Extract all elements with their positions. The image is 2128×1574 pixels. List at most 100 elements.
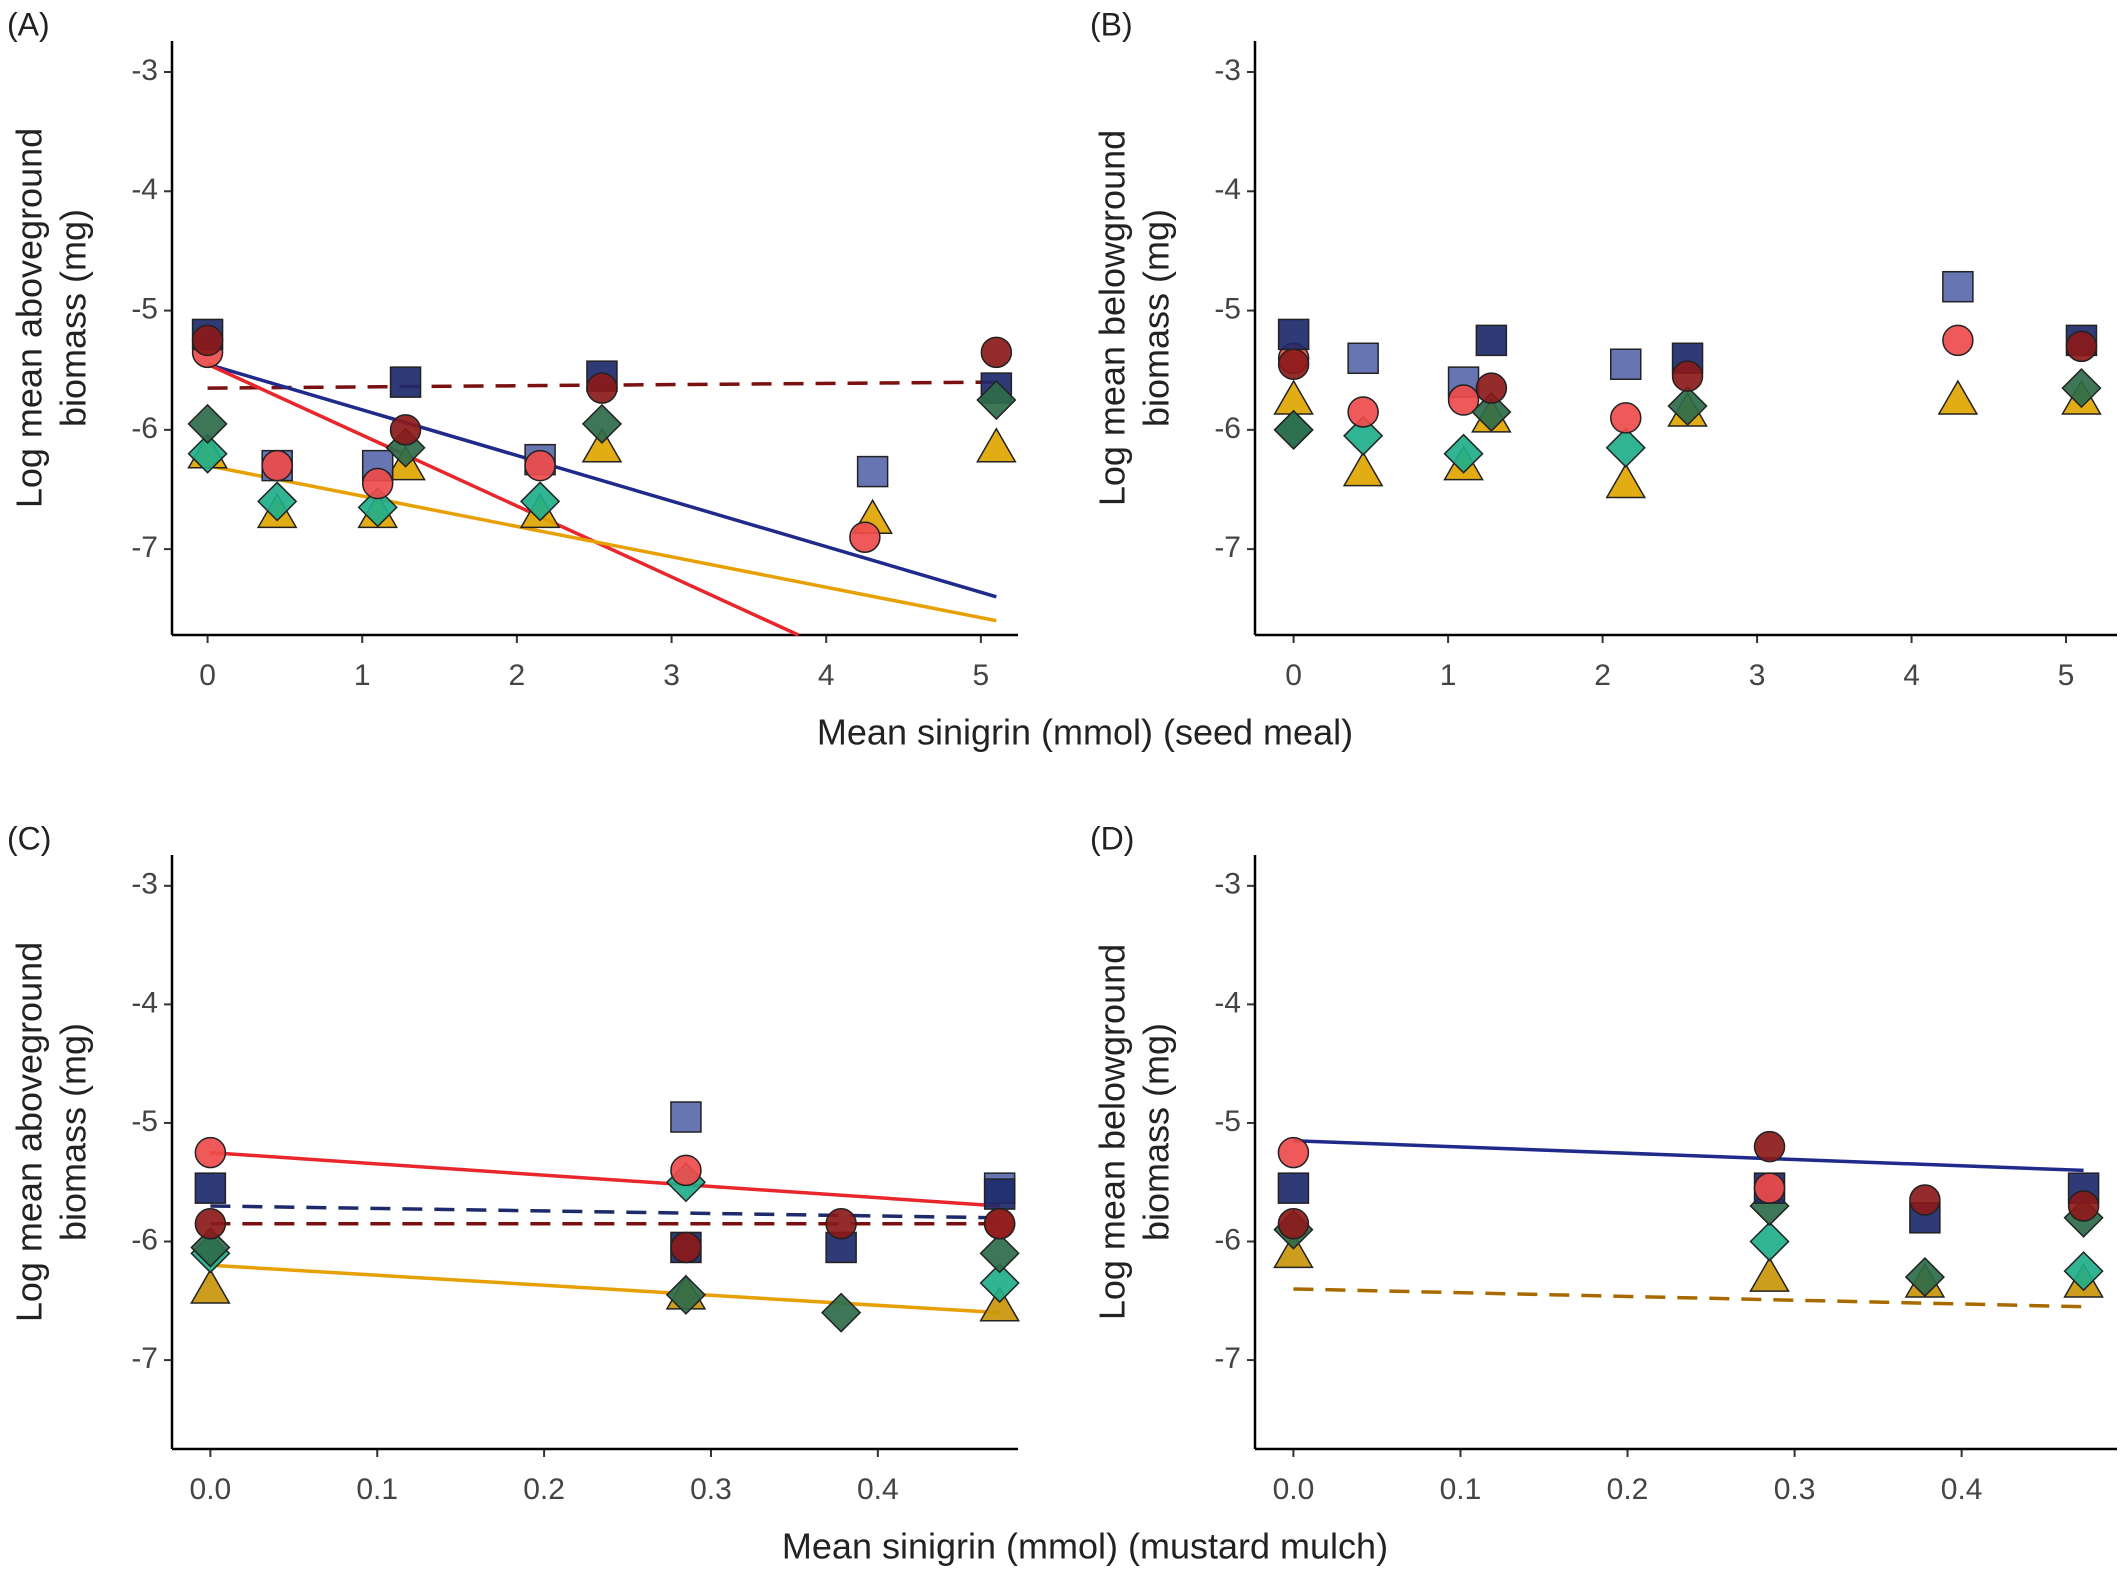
y-tick-label: -4 xyxy=(1214,986,1241,1019)
y-axis-title: biomass (mg) xyxy=(53,209,94,427)
fit-line xyxy=(206,362,800,637)
mean-point xyxy=(856,455,889,488)
y-tick-label: -5 xyxy=(1214,292,1241,325)
fit-line xyxy=(210,1150,1000,1208)
x-tick-label: 0.4 xyxy=(857,1473,899,1506)
mean-point xyxy=(1447,384,1480,416)
x-tick-label: 0 xyxy=(199,659,216,692)
mean-point xyxy=(979,1286,1020,1322)
x-tick-label: 0.1 xyxy=(356,1473,398,1506)
mean-point xyxy=(1273,409,1314,450)
panel-label: (C) xyxy=(7,820,51,856)
mean-point xyxy=(1277,1172,1310,1204)
mean-point xyxy=(976,427,1017,463)
mean-point xyxy=(1605,427,1646,468)
fit-line xyxy=(207,362,997,599)
y-tick-label: -3 xyxy=(131,868,158,901)
mean-point xyxy=(670,1154,702,1187)
mean-point xyxy=(1347,342,1379,375)
x-tick-label: 0.2 xyxy=(523,1473,565,1506)
mean-point xyxy=(2061,368,2102,409)
mean-point xyxy=(1753,1130,1786,1163)
x-tick-label: 0 xyxy=(1285,659,1302,692)
mean-point xyxy=(194,1207,227,1240)
y-tick-label: -3 xyxy=(131,54,158,87)
fit-line xyxy=(1293,1138,2084,1173)
mean-point xyxy=(187,403,228,444)
mean-point xyxy=(979,1233,1020,1274)
mean-point xyxy=(983,1207,1016,1240)
mean-point xyxy=(190,1227,231,1268)
mean-point xyxy=(1937,379,1979,415)
y-tick-label: -7 xyxy=(131,1342,158,1375)
mean-point xyxy=(581,427,623,463)
x-tick-label: 0.0 xyxy=(1273,1473,1315,1506)
mean-point xyxy=(1277,318,1310,351)
fit-line xyxy=(210,1263,1000,1315)
y-axis-title: Log mean aboveground xyxy=(9,942,50,1322)
y-tick-label: -5 xyxy=(131,1105,158,1138)
mean-point xyxy=(187,433,228,474)
panel-label: (A) xyxy=(7,6,50,42)
mean-point xyxy=(979,1262,1020,1304)
mean-point xyxy=(524,449,556,482)
mean-point xyxy=(357,487,398,528)
mean-point xyxy=(1671,360,1704,392)
mean-point xyxy=(1277,1207,1310,1240)
y-tick-label: -5 xyxy=(1214,1105,1241,1138)
x-tick-label: 0.0 xyxy=(190,1473,232,1506)
mean-point xyxy=(1667,385,1708,427)
x-tick-label: 1 xyxy=(354,659,371,692)
mean-point xyxy=(825,1207,857,1240)
mean-point xyxy=(665,1274,707,1315)
y-axis-title: Log mean aboveground xyxy=(9,128,50,508)
y-axis-title: biomass (mg) xyxy=(1136,209,1177,427)
mean-point xyxy=(1610,348,1642,380)
mean-point xyxy=(1909,1184,1941,1216)
mean-point xyxy=(261,449,293,482)
mean-point xyxy=(1749,1221,1790,1262)
mean-point xyxy=(194,1136,227,1169)
y-tick-label: -6 xyxy=(131,1223,158,1256)
y-tick-label: -4 xyxy=(1214,173,1241,206)
mean-point xyxy=(1273,379,1314,415)
mean-point xyxy=(581,403,623,444)
panel-label: (B) xyxy=(1090,6,1133,42)
mean-point xyxy=(2067,1190,2100,1222)
mean-point xyxy=(2065,330,2098,363)
y-tick-label: -6 xyxy=(131,412,158,445)
mean-point xyxy=(1753,1172,1786,1204)
y-tick-label: -7 xyxy=(131,531,158,564)
y-axis-title: biomass (mg) xyxy=(53,1023,94,1241)
mean-point xyxy=(1443,433,1484,474)
mean-point xyxy=(1343,415,1384,456)
y-tick-label: -4 xyxy=(131,986,158,1019)
mean-point xyxy=(670,1101,702,1133)
fit-line xyxy=(1293,1287,2084,1309)
y-tick-label: -5 xyxy=(131,292,158,325)
mean-point xyxy=(1471,391,1512,433)
mean-point xyxy=(1749,1256,1790,1292)
fit-line xyxy=(210,1204,1000,1220)
mean-point xyxy=(2063,1251,2104,1292)
mean-point xyxy=(389,366,422,398)
mean-point xyxy=(849,521,881,553)
x-tick-label: 5 xyxy=(973,659,990,692)
mean-point xyxy=(976,379,1017,421)
x-axis-title: Mean sinigrin (mmol) (seed meal) xyxy=(817,712,1353,753)
mean-point xyxy=(1273,1232,1314,1269)
x-tick-label: 2 xyxy=(509,659,526,692)
mean-point xyxy=(191,324,224,357)
mean-point xyxy=(1942,270,1974,303)
y-tick-label: -3 xyxy=(1214,54,1241,87)
x-tick-label: 0.2 xyxy=(1607,1473,1649,1506)
mean-point xyxy=(194,1172,227,1204)
mean-point xyxy=(1904,1257,1945,1298)
x-axis-title: Mean sinigrin (mmol) (mustard mulch) xyxy=(782,1526,1388,1567)
y-axis-title: biomass (mg) xyxy=(1136,1023,1177,1241)
mean-point xyxy=(983,1178,1016,1210)
mean-point xyxy=(1347,396,1379,428)
x-tick-label: 0.3 xyxy=(1774,1473,1816,1506)
x-tick-label: 2 xyxy=(1594,659,1611,692)
